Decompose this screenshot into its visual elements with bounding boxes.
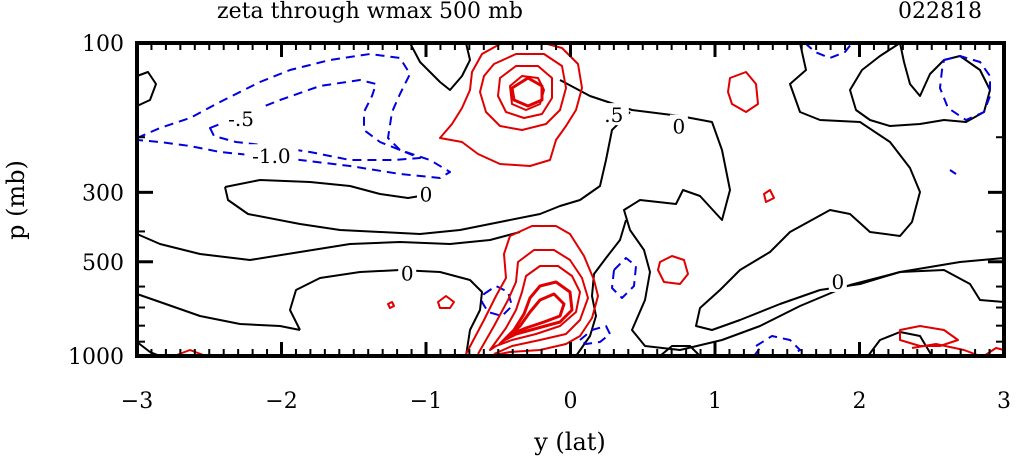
- negative-contour: [939, 55, 991, 121]
- case-id: 022818: [898, 0, 982, 24]
- negative-contour: [611, 257, 637, 299]
- contour-label: -1.0: [252, 144, 291, 168]
- zero-contour: [575, 219, 627, 357]
- positive-contour: [489, 265, 581, 351]
- zero-contour: [136, 231, 521, 261]
- zero-contour: [695, 42, 1005, 331]
- positive-contour: [983, 347, 1005, 357]
- x-tick-label: −3: [121, 389, 153, 414]
- contour-label-bg: [669, 114, 688, 137]
- x-tick-label: 0: [564, 389, 578, 414]
- zero-contour: [136, 293, 301, 331]
- positive-contour: [911, 343, 981, 357]
- positive-contour: [465, 225, 599, 357]
- contour-label: 0: [831, 270, 844, 294]
- contour-label: 0: [401, 261, 414, 285]
- contour-label-bg: [398, 261, 417, 284]
- contour-label-bg: [598, 103, 629, 126]
- chart-title: zeta through wmax 500 mb: [217, 0, 523, 24]
- negative-contour: [481, 285, 513, 317]
- positive-contour: [899, 325, 959, 347]
- contour-label-bg: [244, 144, 299, 167]
- zero-contour: [136, 71, 157, 107]
- contour-label: 0: [420, 183, 433, 207]
- positive-contour: [437, 295, 455, 309]
- positive-contour: [498, 280, 574, 346]
- zero-contour: [289, 269, 483, 357]
- positive-contour: [727, 71, 759, 113]
- positive-contour: [479, 53, 567, 131]
- contour-label: -.5: [228, 107, 254, 131]
- zero-contour: [224, 179, 421, 199]
- negative-contour: [949, 169, 957, 175]
- x-tick-label: 1: [708, 389, 722, 414]
- axes: −3 −2 −1 0 1 2 3 100 300 500 1000: [68, 32, 1011, 414]
- x-tick-label: −2: [265, 389, 297, 414]
- zero-contour: [849, 42, 991, 127]
- y-axis-label: p (mb): [2, 160, 30, 240]
- contour-labels: -.5 -1.0 .5 0 0 0 0: [220, 103, 847, 294]
- x-tick-label: −1: [410, 389, 442, 414]
- positive-contour: [506, 292, 566, 340]
- zero-contour: [136, 341, 161, 357]
- x-axis-label: y (lat): [533, 428, 606, 456]
- y-tick-label: 500: [82, 251, 124, 276]
- contour-label-bg: [828, 269, 847, 292]
- x-tick-label: 3: [997, 389, 1011, 414]
- contour-label-bg: [220, 107, 263, 130]
- positive-contour: [387, 301, 395, 309]
- negative-contour: [579, 325, 611, 345]
- contour-label-bg: [417, 182, 435, 205]
- positive-contour: [657, 255, 689, 285]
- zero-contour: [659, 345, 701, 357]
- positive-contour: [477, 249, 589, 355]
- y-tick-label: 300: [82, 181, 124, 206]
- contour-label: .5: [604, 103, 623, 127]
- negative-contour: [804, 42, 853, 59]
- negative-contour: [755, 335, 801, 357]
- y-tick-label: 1000: [68, 345, 124, 370]
- zero-contour: [409, 42, 471, 91]
- positive-contour: [510, 76, 544, 108]
- positive-contour: [439, 41, 583, 167]
- zero-contour: [224, 111, 631, 235]
- zero-contour: [559, 79, 1005, 351]
- contour-lines: [136, 41, 1005, 357]
- positive-contour: [497, 65, 553, 119]
- positive-contour: [763, 189, 775, 203]
- y-tick-label: 100: [82, 32, 124, 57]
- x-tick-label: 2: [853, 389, 867, 414]
- contour-label: 0: [673, 115, 686, 139]
